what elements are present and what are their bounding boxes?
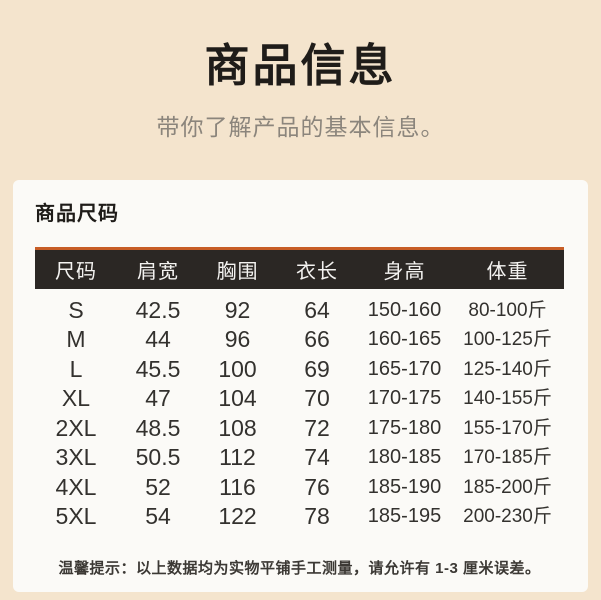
table-cell: 47 bbox=[145, 385, 171, 411]
table-cell: 165-170 bbox=[367, 357, 442, 380]
table-row: 2XL 48.5 108 72 175-180 155-170斤 bbox=[35, 414, 564, 444]
table-cell: 3XL bbox=[55, 444, 97, 470]
column-header: 肩宽 bbox=[117, 248, 199, 289]
table-row: 4XL 52 116 76 185-190 185-200斤 bbox=[35, 473, 564, 503]
size-table-body: S 42.5 92 64 150-160 80-100斤 M 44 96 66 160-165 100… bbox=[35, 289, 564, 532]
table-cell: 96 bbox=[224, 326, 251, 352]
hero-section: 商品信息 带你了解产品的基本信息。 bbox=[0, 0, 601, 141]
table-cell: 45.5 bbox=[135, 355, 181, 382]
table-cell: 69 bbox=[304, 355, 330, 382]
table-row: 5XL 54 122 78 185-195 200-230斤 bbox=[35, 502, 564, 532]
table-cell: 100 bbox=[218, 355, 257, 382]
table-cell: L bbox=[69, 355, 83, 382]
size-table: 尺码 肩宽 胸围 衣长 身高 体重 S 42.5 92 64 150-160 80-100斤 M 44 9… bbox=[35, 247, 564, 532]
table-cell: 42.5 bbox=[135, 296, 181, 323]
table-cell: 116 bbox=[219, 473, 256, 500]
page-title: 商品信息 bbox=[204, 40, 397, 91]
table-cell: 155-170斤 bbox=[463, 417, 552, 439]
table-cell: 52 bbox=[145, 473, 171, 500]
size-table-head: 尺码 肩宽 胸围 衣长 身高 体重 bbox=[35, 248, 564, 289]
table-cell: XL bbox=[61, 385, 91, 411]
table-cell: 125-140斤 bbox=[463, 358, 552, 380]
table-cell: 150-160 bbox=[367, 298, 442, 321]
table-row: S 42.5 92 64 150-160 80-100斤 bbox=[35, 289, 564, 326]
table-cell: 74 bbox=[304, 444, 330, 470]
table-cell: 66 bbox=[304, 326, 330, 352]
table-cell: 140-155斤 bbox=[463, 388, 552, 409]
table-row: L 45.5 100 69 165-170 125-140斤 bbox=[35, 355, 564, 385]
column-header: 尺码 bbox=[35, 248, 117, 289]
table-cell: 50.5 bbox=[135, 444, 181, 470]
table-cell: 64 bbox=[304, 296, 330, 323]
measurement-note: 温馨提示：以上数据均为实物平铺手工测量，请允许有 1-3 厘米误差。 bbox=[58, 559, 541, 577]
table-cell: 200-230斤 bbox=[463, 506, 552, 527]
table-cell: 104 bbox=[218, 385, 257, 411]
table-cell: 72 bbox=[304, 414, 330, 441]
table-cell: 48.5 bbox=[135, 414, 181, 441]
table-cell: 54 bbox=[145, 503, 171, 529]
table-cell: 175-180 bbox=[367, 416, 442, 439]
page-subtitle: 带你了解产品的基本信息。 bbox=[156, 114, 445, 140]
table-cell: 112 bbox=[219, 444, 256, 470]
table-cell: 5XL bbox=[55, 503, 97, 529]
size-table-header-row: 尺码 肩宽 胸围 衣长 身高 体重 bbox=[35, 248, 564, 289]
table-cell: 78 bbox=[304, 503, 330, 529]
table-cell: 80-100斤 bbox=[468, 299, 547, 321]
table-cell: 44 bbox=[145, 326, 171, 352]
table-row: 3XL 50.5 112 74 180-185 170-185斤 bbox=[35, 443, 564, 473]
table-cell: 70 bbox=[304, 385, 330, 411]
table-cell: 76 bbox=[304, 473, 330, 500]
section-title: 商品尺码 bbox=[35, 203, 119, 225]
column-header: 身高 bbox=[358, 248, 451, 289]
table-cell: 4XL bbox=[55, 473, 97, 500]
column-header: 衣长 bbox=[276, 248, 358, 289]
table-cell: 108 bbox=[218, 414, 257, 441]
table-row: XL 47 104 70 170-175 140-155斤 bbox=[35, 384, 564, 414]
table-cell: 170-185斤 bbox=[463, 447, 552, 468]
table-cell: 185-200斤 bbox=[463, 476, 552, 498]
table-cell: 170-175 bbox=[367, 387, 442, 409]
table-cell: 2XL bbox=[55, 414, 97, 441]
table-cell: S bbox=[68, 296, 84, 323]
table-cell: 122 bbox=[218, 503, 257, 529]
table-row: M 44 96 66 160-165 100-125斤 bbox=[35, 325, 564, 355]
table-cell: 185-190 bbox=[367, 475, 442, 498]
table-cell: 92 bbox=[224, 296, 251, 323]
table-cell: 180-185 bbox=[367, 446, 442, 468]
size-chart-card: 商品尺码 尺码 肩宽 胸围 衣长 身高 体重 S 42.5 92 64 150-160 80-100… bbox=[13, 180, 588, 592]
column-header: 胸围 bbox=[199, 248, 276, 289]
table-cell: 160-165 bbox=[367, 328, 442, 350]
table-cell: 185-195 bbox=[367, 505, 442, 527]
table-cell: 100-125斤 bbox=[463, 329, 552, 350]
table-cell: M bbox=[66, 326, 86, 352]
column-header: 体重 bbox=[451, 248, 564, 289]
